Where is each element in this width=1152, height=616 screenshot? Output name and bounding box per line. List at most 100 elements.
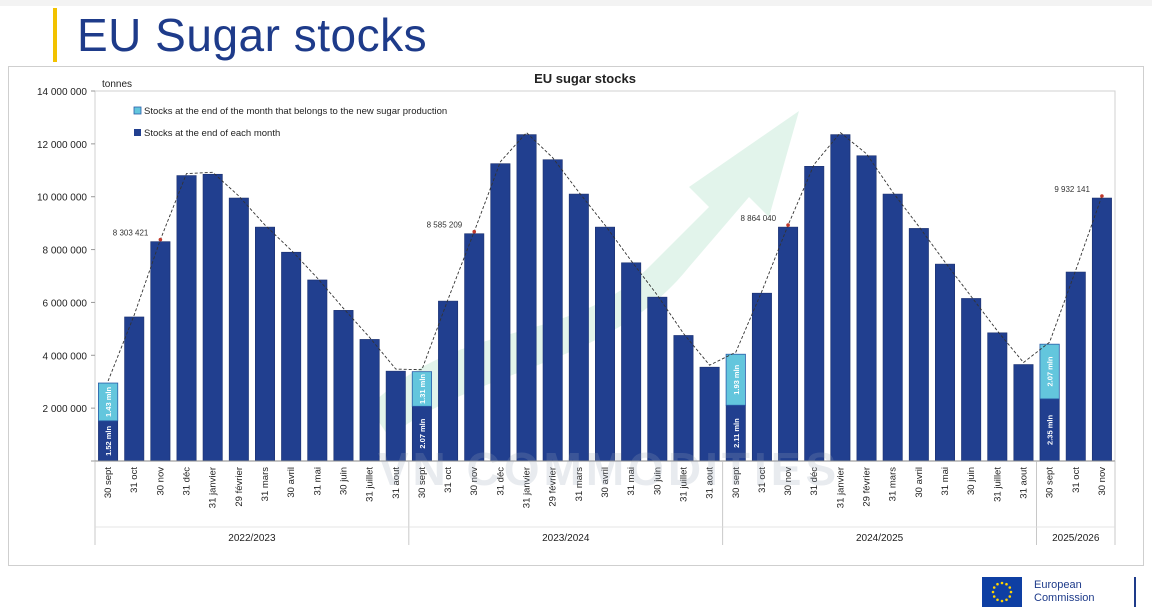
x-tick-label: 30 juin: [338, 467, 349, 495]
bar-stock: [464, 233, 485, 462]
logo-divider: [1134, 577, 1136, 607]
x-tick-label: 30 avril: [914, 467, 925, 498]
bar-stock: [961, 298, 982, 462]
bar-value-label: 1.93 mln: [732, 364, 741, 394]
bar-stock: [882, 193, 903, 462]
x-tick-label: 29 février: [234, 467, 245, 507]
x-tick-label: 31 oct: [443, 467, 454, 493]
bar-stock: [202, 173, 223, 462]
bar-stock: [1013, 364, 1034, 462]
bar-value-label: 1.43 mln: [104, 387, 113, 417]
x-tick-label: 31 aout: [705, 467, 716, 499]
bar-stock: [255, 226, 275, 462]
x-tick-label: 30 avril: [600, 467, 611, 498]
bar-stock: [908, 228, 929, 462]
x-tick-label: 31 juillet: [678, 467, 689, 502]
chart-frame: EU sugar stocks tonnes 2 000 000 4 000 000 6…: [8, 66, 1144, 566]
bar-stock: [751, 292, 772, 462]
bar-value-label: 1.31 mln: [418, 374, 427, 404]
bar-new-production: [411, 371, 433, 407]
bar-stock: [935, 263, 955, 462]
bar-stock: [621, 262, 642, 462]
x-tick-label: 30 nov: [1097, 467, 1108, 496]
x-tick-label: 31 déc: [809, 467, 820, 496]
x-tick-label: 30 juin: [966, 467, 977, 495]
group-label: 2025/2026: [1052, 533, 1100, 544]
x-tick-label: 30 sept: [1045, 467, 1056, 499]
bar-stock: [542, 159, 563, 462]
annotation-marker: [158, 237, 163, 242]
bar-stock: [830, 134, 851, 462]
bar-new-production: [1039, 343, 1060, 400]
x-tick-label: 30 nov: [469, 467, 480, 496]
x-tick-label: 31 mai: [940, 467, 951, 496]
y-tick-label: 12 000 000: [37, 140, 87, 151]
y-tick-label: 10 000 000: [37, 193, 87, 204]
bar-stock: [176, 175, 197, 462]
flag-star: [1000, 599, 1004, 603]
annotation-label: 9 932 141: [1054, 185, 1090, 194]
x-tick-label: 31 mars: [260, 467, 271, 502]
bar-stock: [595, 226, 615, 462]
x-tick-label: 31 oct: [1071, 467, 1082, 493]
x-tick-label: 31 juillet: [992, 467, 1003, 502]
bar-stock: [124, 316, 145, 462]
bar-stock: [1091, 197, 1112, 462]
bar-stock: [490, 163, 511, 462]
x-tick-label: 31 janvier: [522, 467, 533, 508]
bar-value-label: 2.07 mln: [418, 418, 427, 448]
flag-star: [1000, 581, 1004, 585]
flag-star: [1009, 590, 1013, 594]
group-label: 2024/2025: [856, 533, 904, 544]
flag-star: [1005, 582, 1008, 586]
bar-stock: [307, 279, 328, 462]
flag-star: [1008, 595, 1012, 598]
bar-stock: [281, 251, 302, 462]
flag-star: [992, 586, 996, 589]
logo-line-2: Commission: [1034, 592, 1095, 604]
annotation-label: 8 303 421: [113, 229, 149, 238]
y-tick-label: 2 000 000: [43, 404, 88, 415]
x-tick-label: 30 juin: [652, 467, 663, 495]
x-tick-label: 31 aout: [1018, 467, 1029, 499]
bar-stock: [438, 300, 459, 462]
x-tick-label: 31 janvier: [835, 467, 846, 508]
x-tick-label: 30 sept: [417, 467, 428, 499]
annotation-marker: [786, 223, 790, 227]
legend-label: Stocks at the end of the month that belo…: [144, 106, 447, 117]
x-tick-label: 29 février: [862, 467, 873, 507]
title-accent-bar: [53, 8, 57, 62]
eu-flag-icon: [982, 577, 1022, 607]
x-tick-label: 31 janvier: [208, 467, 219, 508]
x-tick-label: 31 mai: [312, 467, 323, 496]
bar-new-production: [98, 382, 119, 422]
annotation-marker: [1100, 194, 1104, 198]
annotation-marker: [472, 229, 477, 234]
x-tick-label: 31 déc: [182, 467, 193, 496]
flag-star: [996, 598, 999, 602]
bar-value-label: 2.11 mln: [732, 418, 741, 448]
european-commission-logo: European Commission: [966, 574, 1138, 610]
x-tick-label: 30 nov: [783, 467, 794, 496]
chart-title: EU sugar stocks: [534, 71, 636, 86]
y-tick-label: 6 000 000: [43, 298, 88, 309]
legend-swatch: [134, 129, 141, 136]
x-tick-label: 31 juillet: [365, 467, 376, 502]
flag-star: [1005, 598, 1008, 602]
flag-star: [1008, 586, 1012, 589]
y-tick-label: 4 000 000: [43, 351, 88, 362]
x-tick-label: 29 février: [548, 467, 559, 507]
bar-stock: [778, 226, 799, 462]
annotation-label: 8 585 209: [427, 221, 463, 230]
bar-value-label: 1.52 mln: [104, 425, 113, 455]
bar-stock: [856, 155, 877, 462]
x-tick-label: 31 aout: [391, 467, 402, 499]
bar-new-production: [725, 353, 746, 406]
x-tick-label: 30 sept: [103, 467, 114, 499]
top-strip: [0, 0, 1152, 6]
x-tick-label: 31 mars: [888, 467, 899, 502]
group-label: 2023/2024: [542, 533, 590, 544]
logo-text: European Commission: [1034, 579, 1095, 605]
x-tick-label: 31 oct: [757, 467, 768, 493]
legend-swatch: [133, 106, 142, 115]
